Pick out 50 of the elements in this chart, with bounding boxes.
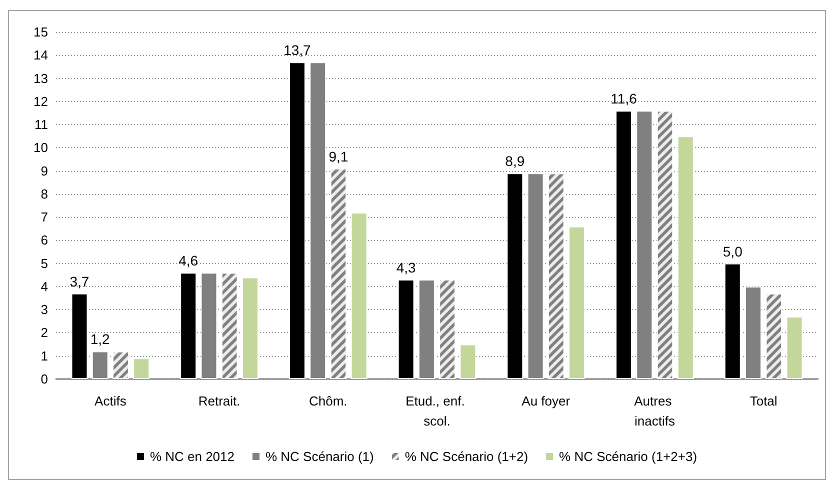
data-label: 9,1 — [328, 148, 348, 164]
y-tick-label: 14 — [34, 48, 48, 63]
bar — [398, 280, 414, 379]
data-label: 1,2 — [90, 331, 110, 348]
data-label: 5,0 — [722, 243, 743, 260]
y-tick-label: 4 — [40, 278, 48, 294]
bar — [677, 136, 694, 379]
x-tick-label: Chôm. — [308, 394, 348, 408]
bar — [350, 212, 368, 379]
y-tick-label: 15 — [34, 24, 48, 40]
y-tick-label: 12 — [34, 94, 48, 109]
bar — [133, 358, 150, 379]
legend-label: % NC Scénario (1) — [265, 449, 374, 464]
bar — [568, 226, 586, 379]
data-label: 13,7 — [284, 42, 312, 58]
bar — [616, 110, 632, 379]
x-tick-label: Total — [750, 394, 778, 408]
x-tick-label: Etud., enf. scol. — [406, 394, 468, 428]
y-tick-label: 0 — [40, 372, 48, 386]
y-tick-label: 8 — [40, 186, 48, 202]
data-label: 3,7 — [70, 273, 90, 290]
y-tick-label: 7 — [40, 210, 48, 225]
data-label: 11,6 — [610, 90, 638, 107]
bar — [460, 344, 476, 379]
y-tick-label: 10 — [34, 140, 48, 156]
y-tick-label: 9 — [40, 163, 48, 178]
bar — [786, 316, 803, 379]
y-tick-label: 13 — [34, 70, 48, 86]
legend-label: % NC Scénario (1+2) — [404, 449, 528, 464]
bar — [506, 173, 524, 379]
x-tick-label: Actifs — [94, 394, 127, 408]
y-tick-label: 1 — [40, 348, 48, 364]
bar — [724, 263, 741, 379]
data-label: 4,6 — [178, 252, 198, 269]
y-tick-label: 3 — [40, 302, 48, 318]
legend-label: % NC Scénario (1+2+3) — [559, 449, 698, 464]
bar — [242, 277, 258, 379]
x-tick-label: Autres inactifs — [634, 394, 676, 428]
x-tick-label: Au foyer — [522, 394, 571, 408]
x-tick-label: Retrait. — [198, 394, 240, 408]
y-tick-label: 5 — [40, 256, 48, 271]
y-tick-label: 11 — [34, 117, 48, 132]
data-label: 4,3 — [396, 260, 416, 276]
bar — [71, 293, 88, 379]
bar — [288, 62, 306, 379]
bar — [180, 272, 197, 379]
y-tick-label: 2 — [40, 325, 48, 340]
data-label: 8,9 — [505, 153, 525, 170]
legend-label: % NC en 2012 — [150, 449, 235, 464]
y-tick-label: 6 — [40, 232, 48, 248]
